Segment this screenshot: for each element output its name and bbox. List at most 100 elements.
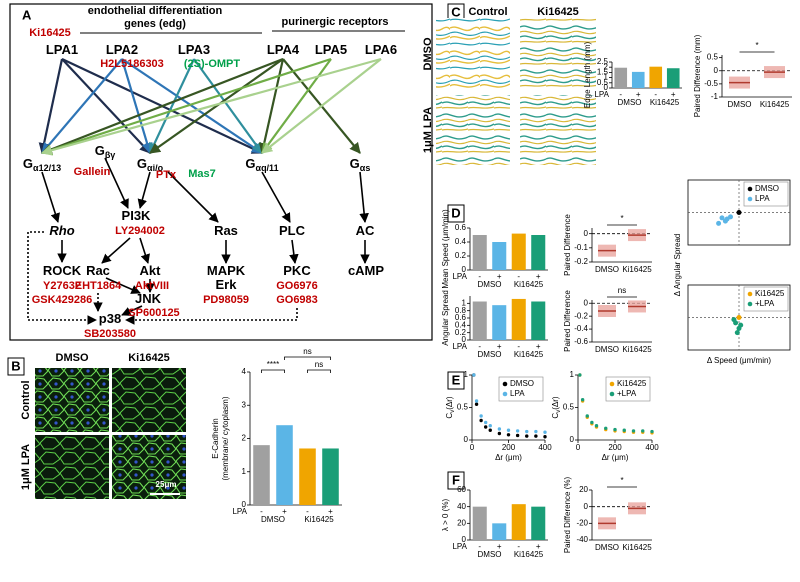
node-label: Gαi/o bbox=[137, 156, 164, 173]
node-label: LPA1 bbox=[46, 42, 78, 57]
y-tick-label: -0.6 bbox=[574, 337, 588, 346]
node-text: Erk bbox=[216, 277, 238, 292]
node-label: PKC bbox=[283, 263, 311, 278]
node-text: GSK429286 bbox=[32, 294, 93, 306]
point bbox=[622, 428, 626, 432]
point bbox=[594, 424, 599, 428]
node-label: Ras bbox=[214, 223, 238, 238]
x-axis-label: Δr (μm) bbox=[602, 453, 629, 462]
x-sign-label: - bbox=[517, 272, 520, 281]
node-label: LPA2 bbox=[106, 42, 138, 57]
node-subscript: αs bbox=[360, 163, 371, 173]
y-axis-label: Mean Speed (μm/min) bbox=[441, 209, 450, 289]
point bbox=[631, 429, 636, 433]
bar bbox=[492, 305, 507, 340]
node-text: LPA6 bbox=[365, 42, 397, 57]
y-tick-label: 0 bbox=[462, 535, 467, 544]
x-tick-label: DMSO bbox=[595, 345, 619, 354]
y-tick-label: -20 bbox=[576, 518, 588, 527]
node-text: LY294002 bbox=[115, 225, 165, 237]
x-sign-label: + bbox=[536, 542, 541, 551]
receptor-edge bbox=[261, 58, 332, 154]
node-label: JNK bbox=[135, 291, 162, 306]
arrow bbox=[261, 171, 291, 223]
y-tick-label: 0.8 bbox=[455, 306, 467, 315]
point bbox=[543, 430, 547, 434]
legend-label: Ki16425 bbox=[617, 379, 647, 388]
micrograph bbox=[35, 435, 109, 499]
y-axis-label: Paired Difference bbox=[563, 290, 572, 352]
inhibitor-label: GSK429286 bbox=[32, 294, 93, 306]
node-text: Y27632 bbox=[43, 280, 81, 292]
point bbox=[534, 429, 538, 434]
arrow bbox=[104, 157, 129, 209]
node-text: AC bbox=[356, 223, 375, 238]
bar bbox=[472, 506, 487, 540]
row-label: 1μM LPA bbox=[20, 444, 32, 490]
node-text: H2L5186303 bbox=[100, 58, 164, 70]
node-label: LPA6 bbox=[365, 42, 397, 57]
legend-marker bbox=[502, 391, 508, 397]
inhibitor-label: EHT1864 bbox=[75, 280, 122, 292]
receptor-edge bbox=[38, 58, 64, 155]
group-label: DMSO bbox=[478, 280, 502, 289]
inhibitor-label: LY294002 bbox=[115, 225, 165, 237]
group-label: Ki16425 bbox=[650, 98, 680, 107]
y-tick-label: 0.4 bbox=[455, 320, 467, 329]
panel-label: D bbox=[451, 205, 460, 220]
y-label-part: C bbox=[445, 413, 454, 419]
point bbox=[515, 429, 520, 433]
receptor-edge bbox=[41, 58, 123, 154]
receptor-edge bbox=[40, 57, 284, 155]
node-text: cAMP bbox=[348, 263, 384, 278]
node-text: G bbox=[23, 156, 33, 171]
y-tick-label: 0.2 bbox=[455, 328, 467, 337]
y-tick-label: 0 bbox=[604, 83, 609, 92]
legend-box bbox=[743, 286, 789, 312]
x-title: LPA bbox=[452, 272, 467, 281]
column-label: Control bbox=[468, 6, 507, 18]
x-sign-label: + bbox=[497, 272, 502, 281]
inhibitor-label: H2L5186303 bbox=[100, 58, 164, 70]
x-tick-label: Ki16425 bbox=[622, 265, 652, 274]
micrograph bbox=[35, 368, 109, 432]
inhibitor-label: Gallein bbox=[74, 166, 111, 178]
point bbox=[488, 424, 492, 428]
legend-label: DMSO bbox=[755, 184, 779, 193]
point bbox=[724, 216, 730, 222]
arrow bbox=[167, 171, 219, 223]
node-subscript: αq/11 bbox=[256, 163, 279, 173]
node-label: Gα12/13 bbox=[23, 156, 61, 173]
bar bbox=[614, 67, 628, 88]
point bbox=[641, 429, 645, 433]
receptor-edge bbox=[40, 57, 332, 156]
receptor-edge bbox=[193, 58, 263, 154]
node-text: LPA3 bbox=[178, 42, 210, 57]
node-text: Gallein bbox=[74, 166, 111, 178]
point bbox=[534, 434, 538, 438]
y-tick-label: 60 bbox=[457, 485, 466, 494]
significance: * bbox=[620, 476, 623, 485]
y-axis-label: Angular Spread bbox=[441, 290, 450, 346]
y-tick-label: 1 bbox=[462, 298, 467, 307]
node-text: Ki16425 bbox=[29, 27, 71, 39]
panel-label: C bbox=[451, 4, 461, 19]
x-tick-label: Ki16425 bbox=[760, 100, 790, 109]
y-tick-label: -0.5 bbox=[704, 79, 718, 88]
bar bbox=[472, 301, 487, 340]
x-tick-label: DMSO bbox=[595, 265, 619, 274]
y-tick-label: 0 bbox=[464, 435, 469, 444]
contour-image bbox=[520, 95, 596, 165]
x-tick-label: 200 bbox=[608, 443, 622, 452]
point bbox=[525, 429, 529, 434]
x-tick-label: 400 bbox=[538, 443, 552, 452]
node-text: G bbox=[245, 156, 255, 171]
node-text: PD98059 bbox=[203, 294, 249, 306]
bar bbox=[492, 242, 507, 270]
group-label: DMSO bbox=[618, 98, 642, 107]
y-tick-label: 2 bbox=[242, 434, 247, 443]
y-tick-label: 0.5 bbox=[597, 78, 609, 87]
y-tick-label: -0.2 bbox=[574, 311, 588, 320]
x-title: LPA bbox=[452, 342, 467, 351]
legend-marker bbox=[747, 301, 753, 307]
